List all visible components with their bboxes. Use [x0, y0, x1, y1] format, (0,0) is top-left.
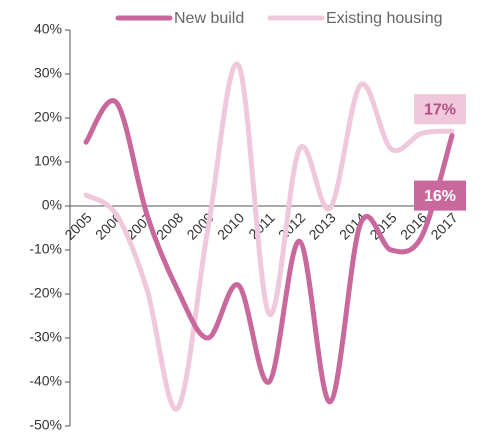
- y-tick-label: 10%: [34, 153, 62, 169]
- x-tick-label: 2014: [336, 209, 369, 242]
- y-tick-label: -30%: [29, 329, 62, 345]
- y-tick-label: 20%: [34, 109, 62, 125]
- legend-label: New build: [174, 10, 244, 27]
- y-tick-label: -20%: [29, 285, 62, 301]
- x-tick-label: 2008: [153, 209, 186, 242]
- x-tick-label: 2005: [61, 209, 94, 242]
- series-line: [83, 98, 455, 405]
- y-tick-label: 40%: [34, 21, 62, 37]
- value-label: 16%: [424, 188, 456, 205]
- value-label-box: [414, 180, 466, 211]
- y-tick-label: -10%: [29, 241, 62, 257]
- y-tick-label: -40%: [29, 373, 62, 389]
- value-label-box: [414, 94, 466, 125]
- value-label: 17%: [424, 101, 456, 118]
- x-tick-label: 2012: [275, 209, 308, 242]
- x-tick-label: 2010: [214, 209, 247, 242]
- y-tick-label: 0%: [42, 197, 62, 213]
- x-tick-label: 2013: [305, 209, 338, 242]
- y-tick-label: 30%: [34, 65, 62, 81]
- legend-label: Existing housing: [326, 10, 443, 27]
- y-tick-label: -50%: [29, 417, 62, 433]
- series-line: [83, 61, 455, 412]
- x-tick-label: 2011: [245, 209, 278, 242]
